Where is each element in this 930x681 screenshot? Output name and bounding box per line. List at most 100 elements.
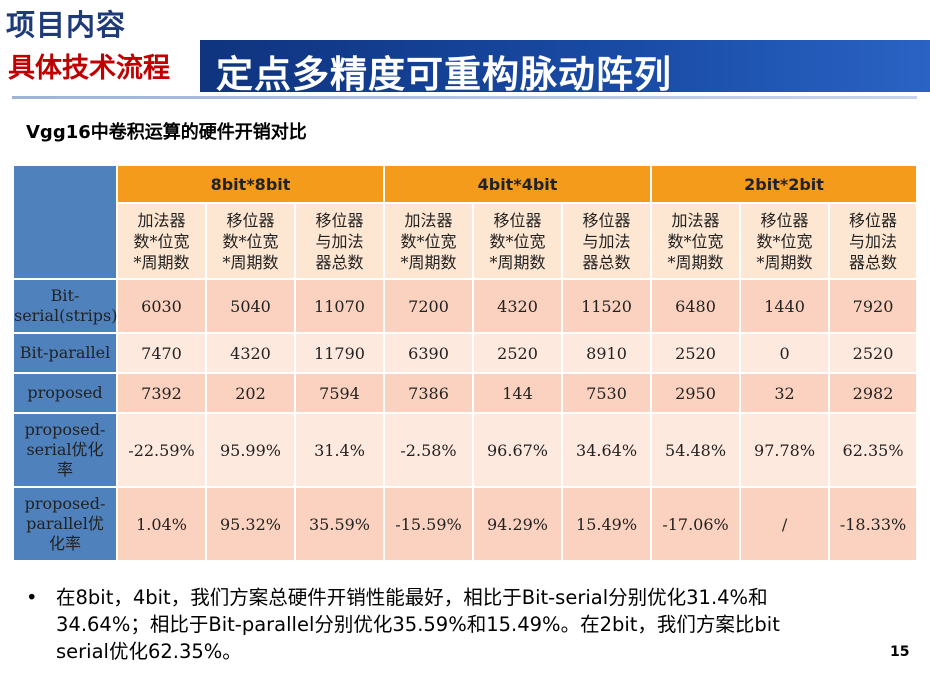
- row-label-cell: proposed-serial优化率: [12, 412, 118, 488]
- bullet-line: 在8bit，4bit，我们方案总硬件开销性能最好，相比于Bit-serial分别…: [56, 586, 768, 609]
- value-cell: 2520: [650, 332, 742, 374]
- value-cell: 35.59%: [293, 486, 386, 562]
- row-label-line: 化率: [48, 534, 81, 553]
- value-cell: 7594: [293, 372, 386, 414]
- subsection-box: [0, 40, 200, 92]
- row-label-line: 率: [56, 460, 73, 479]
- value-cell: 96.67%: [472, 412, 564, 488]
- metric-header-line: 加法器: [137, 210, 186, 230]
- metric-header-line: *周期数: [667, 252, 724, 272]
- metric-header-cell: 移位器 数*位宽 *周期数: [739, 202, 831, 280]
- metric-header-cell: 加法器 数*位宽 *周期数: [383, 202, 475, 280]
- metric-header-line: 数*位宽: [222, 231, 279, 251]
- value-cell: 95.32%: [205, 486, 296, 562]
- metric-header-line: 与加法: [315, 231, 364, 251]
- table-row: proposed-parallel优 化率 1.04% 95.32% 35.59% -15…: [12, 486, 919, 562]
- value-cell: 2950: [650, 372, 742, 414]
- value-cell: 11790: [293, 332, 386, 374]
- row-label-line: proposed: [27, 383, 103, 402]
- value-cell: 144: [472, 372, 564, 414]
- subsection-label: 具体技术流程: [8, 53, 170, 84]
- metric-header-line: 移位器: [760, 210, 809, 230]
- table-caption: Vgg16中卷积运算的硬件开销对比: [26, 122, 307, 143]
- metric-header-cell: 移位器 与加法 器总数: [828, 202, 919, 280]
- group-header-4bit: 4bit*4bit: [383, 164, 653, 204]
- subheader-row: 加法器 数*位宽 *周期数 移位器 数*位宽 *周期数 移位器 与加法 器总数 加法器 数*位宽 *周…: [13, 202, 919, 280]
- metric-header-line: 与加法: [582, 231, 631, 251]
- value-cell: -2.58%: [383, 412, 475, 488]
- value-cell: 7470: [116, 332, 207, 374]
- value-cell: 202: [205, 372, 296, 414]
- row-label-line: parallel优: [26, 514, 104, 533]
- value-cell: 8910: [561, 332, 653, 374]
- value-cell: -17.06%: [650, 486, 742, 562]
- table-corner-cell: [12, 164, 118, 280]
- metric-header-line: 器总数: [582, 252, 631, 272]
- table-row: Bit-serial(strips) 6030 5040 11070 7200 4320 1…: [12, 278, 919, 334]
- page-number: 15: [890, 644, 910, 660]
- metric-header-line: 加法器: [671, 210, 720, 230]
- metric-header-line: *周期数: [222, 252, 279, 272]
- value-cell: 2520: [472, 332, 564, 374]
- metric-header-line: 加法器: [404, 210, 453, 230]
- bullet-text: 在8bit，4bit，我们方案总硬件开销性能最好，相比于Bit-serial分别…: [56, 584, 906, 665]
- value-cell: 34.64%: [561, 412, 653, 488]
- metric-header-line: 与加法: [849, 231, 898, 251]
- value-cell: 97.78%: [739, 412, 831, 488]
- metric-header-cell: 加法器 数*位宽 *周期数: [116, 202, 207, 280]
- metric-header-line: 数*位宽: [667, 231, 724, 251]
- comparison-table: 8bit*8bit 4bit*4bit 2bit*2bit 加法器 数*位宽 *周期…: [12, 164, 919, 562]
- metric-header-cell: 移位器 与加法 器总数: [561, 202, 653, 280]
- value-cell: 7200: [383, 278, 475, 334]
- value-cell: 31.4%: [293, 412, 386, 488]
- title-underline: [12, 96, 917, 99]
- metric-header-line: 移位器: [493, 210, 542, 230]
- bullet-marker: •: [26, 586, 38, 609]
- slide-title: 定点多精度可重构脉动阵列: [216, 53, 672, 96]
- value-cell: 15.49%: [561, 486, 653, 562]
- bullet-line: serial优化62.35%。: [56, 640, 242, 663]
- value-cell: -15.59%: [383, 486, 475, 562]
- group-header-2bit: 2bit*2bit: [650, 164, 919, 204]
- value-cell: 7920: [828, 278, 919, 334]
- bullet-line: 34.64%；相比于Bit-parallel分别优化35.59%和15.49%。…: [56, 613, 780, 636]
- row-label-line: serial(strips): [14, 306, 118, 325]
- row-label-line: Bit-parallel: [19, 343, 111, 362]
- value-cell: 2982: [828, 372, 919, 414]
- metric-header-line: *周期数: [489, 252, 546, 272]
- value-cell: 94.29%: [472, 486, 564, 562]
- row-label-line: proposed-: [24, 420, 106, 439]
- metric-header-line: 移位器: [849, 210, 898, 230]
- value-cell: 2520: [828, 332, 919, 374]
- value-cell: 7392: [116, 372, 207, 414]
- metric-header-line: 移位器: [582, 210, 631, 230]
- metric-header-line: 数*位宽: [133, 231, 190, 251]
- metric-header-cell: 移位器 与加法 器总数: [293, 202, 386, 280]
- metric-header-line: 器总数: [315, 252, 364, 272]
- metric-header-line: *周期数: [133, 252, 190, 272]
- row-label-cell: proposed-parallel优 化率: [12, 486, 118, 562]
- row-label-cell: proposed: [12, 372, 118, 414]
- value-cell: -18.33%: [828, 486, 919, 562]
- value-cell: 0: [739, 332, 831, 374]
- value-cell: 54.48%: [650, 412, 742, 488]
- metric-header-line: 移位器: [226, 210, 275, 230]
- metric-header-cell: 加法器 数*位宽 *周期数: [650, 202, 742, 280]
- value-cell: 95.99%: [205, 412, 296, 488]
- group-header-8bit: 8bit*8bit: [115, 164, 386, 204]
- value-cell: 1440: [739, 278, 831, 334]
- value-cell: 6480: [650, 278, 742, 334]
- value-cell: 4320: [205, 332, 296, 374]
- row-label-cell: Bit-parallel: [12, 332, 118, 374]
- value-cell: 6390: [383, 332, 475, 374]
- metric-header-line: *周期数: [756, 252, 813, 272]
- metric-header-line: 器总数: [849, 252, 898, 272]
- metric-header-line: *周期数: [400, 252, 457, 272]
- value-cell: 5040: [205, 278, 296, 334]
- value-cell: -22.59%: [116, 412, 207, 488]
- metric-header-cell: 移位器 数*位宽 *周期数: [205, 202, 296, 280]
- table-body: Bit-serial(strips) 6030 5040 11070 7200 4320 1…: [12, 278, 919, 562]
- value-cell: 7386: [383, 372, 475, 414]
- row-label-line: proposed-: [24, 494, 106, 513]
- section-label: 项目内容: [6, 8, 127, 42]
